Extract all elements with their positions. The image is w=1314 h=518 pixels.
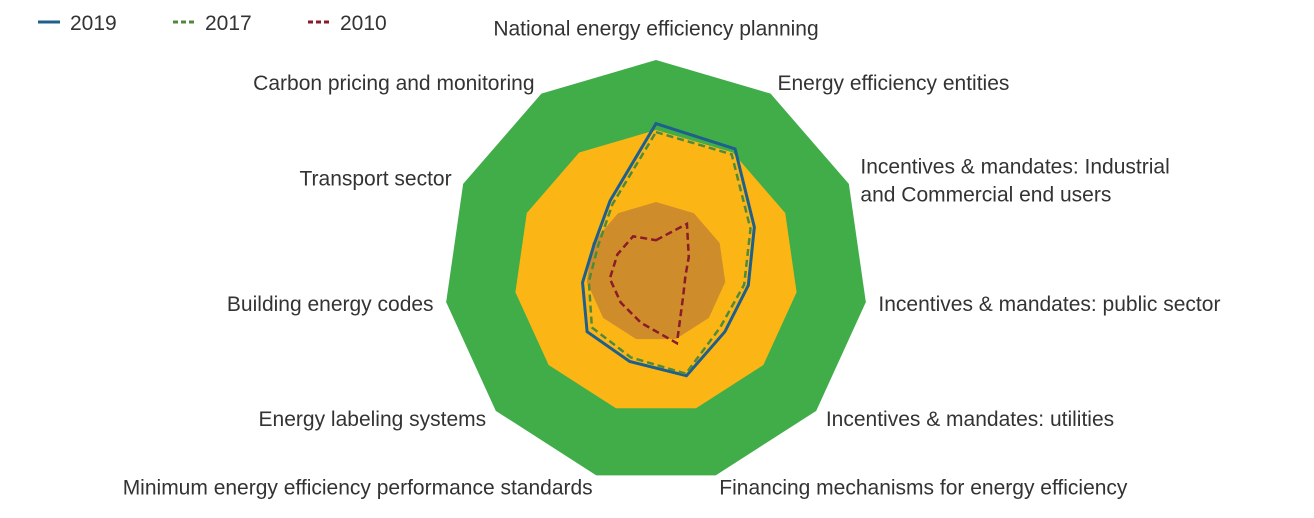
axis-label: Building energy codes — [227, 293, 434, 316]
axis-label: National energy efficiency planning — [493, 17, 818, 40]
legend-label: 2010 — [340, 12, 387, 35]
series-line — [587, 130, 752, 376]
axis-label: Financing mechanisms for energy efficien… — [719, 477, 1128, 500]
axis-label-line: and Commercial end users — [860, 184, 1111, 207]
legend-label: 2019 — [70, 12, 117, 35]
axis-label: Energy efficiency entities — [777, 72, 1009, 95]
axis-label: Incentives & mandates: utilities — [826, 408, 1114, 431]
legend-label: 2017 — [205, 12, 252, 35]
series-line — [608, 221, 691, 346]
series-line — [581, 121, 756, 378]
axis-label: Minimum energy efficiency performance st… — [123, 477, 593, 500]
axis-label: Carbon pricing and monitoring — [253, 72, 534, 95]
axis-label: Energy labeling systems — [259, 408, 487, 431]
axis-label: Transport sector — [299, 168, 451, 191]
axis-label: Incentives & mandates: public sector — [878, 293, 1220, 316]
axis-label-line: Incentives & mandates: Industrial — [860, 156, 1169, 179]
